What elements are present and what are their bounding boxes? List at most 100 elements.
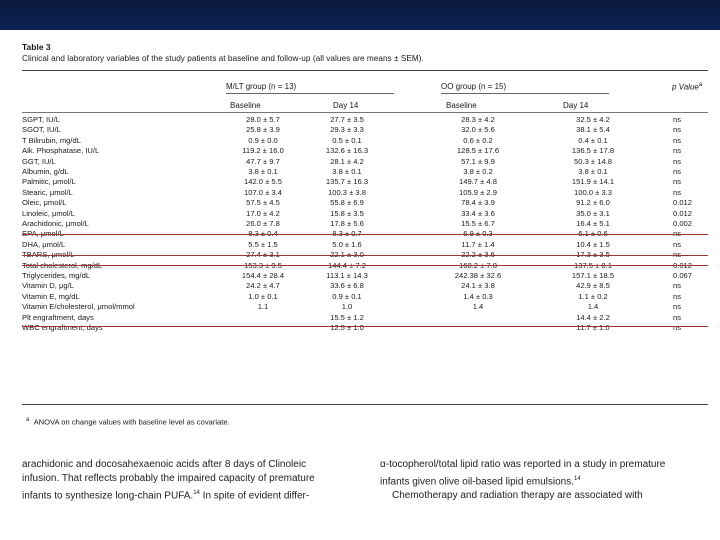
table-row: DHA, μmol/L 5.5 ± 1.5 5.0 ± 1.6 11.7 ± 1.4 1… xyxy=(0,240,720,251)
group-header-p: p Valuea xyxy=(672,82,702,92)
subheader-mlt-baseline: Baseline xyxy=(230,101,261,110)
table-row: TBARS, μmol/L 27.4 ± 3.1 22.1 ± 3.0 22.2 ± … xyxy=(0,250,720,261)
header-bottom-rule xyxy=(22,112,708,113)
mlt-day14-cell: 33.6 ± 6.8 xyxy=(330,281,364,291)
table-row: SGOT, IU/L 25.8 ± 3.9 29.3 ± 3.3 32.0 ± 5.6… xyxy=(0,125,720,136)
mlt-baseline-cell: 107.0 ± 3.4 xyxy=(244,187,282,197)
p-value-cell: ns xyxy=(673,250,682,260)
highlight-line xyxy=(22,265,708,266)
table-label: Table 3 xyxy=(22,42,51,52)
table-row: Palmitic, μmol/L 142.0 ± 5.5 135.7 ± 16.3 1… xyxy=(0,177,720,188)
mlt-baseline-cell: 26.0 ± 7.8 xyxy=(246,219,280,228)
oo-baseline-cell: 6.9 ± 0.3 xyxy=(463,229,493,239)
oo-baseline-cell: 1.4 xyxy=(472,302,484,312)
oo-day14-cell: 14.4 ± 2.2 xyxy=(576,312,610,322)
p-value-cell: ns xyxy=(673,312,682,322)
table-row: GGT, IU/L 47.7 ± 9.7 28.1 ± 4.2 57.1 ± 9.9 5… xyxy=(0,157,720,168)
p-value-cell: ns xyxy=(673,177,682,187)
oo-day14-cell: 100.0 ± 3.3 xyxy=(574,187,612,197)
mlt-day14-cell: 132.6 ± 16.3 xyxy=(325,146,369,156)
mlt-baseline-cell: 47.7 ± 9.7 xyxy=(246,156,280,166)
table-row: EPA, μmol/L 8.3 ± 0.4 8.3 ± 0.7 6.9 ± 0.3 6.… xyxy=(0,229,720,240)
mlt-day14-cell: 135.7 ± 16.3 xyxy=(325,177,369,187)
oo-baseline-cell: 1.4 ± 0.3 xyxy=(463,291,493,301)
variable-cell: Stearic, μmol/L xyxy=(22,187,73,197)
reference-mark: 14 xyxy=(574,476,581,482)
p-value-cell: ns xyxy=(673,187,682,197)
oo-baseline-cell: 15.5 ± 6.7 xyxy=(461,219,495,228)
p-value-cell: ns xyxy=(673,156,682,166)
table-row: WBC engraftment, days 12.5 ± 1.0 11.7 ± 1.… xyxy=(0,323,720,334)
text-segment: infants given olive oil-based lipid emul… xyxy=(380,476,574,488)
oo-day14-cell: 42.9 ± 8.5 xyxy=(576,281,610,291)
table-row: Albumin, g/dL 3.8 ± 0.1 3.8 ± 0.1 3.8 ± 0.2… xyxy=(0,167,720,178)
variable-cell: Albumin, g/dL xyxy=(22,167,69,176)
oo-day14-cell: 1.1 ± 0.2 xyxy=(578,291,608,301)
highlight-line xyxy=(22,234,708,235)
footnote-mark: a xyxy=(26,417,30,423)
variable-cell: Triglycerides, mg/dL xyxy=(22,271,91,280)
p-value-cell: 0.002 xyxy=(673,219,693,228)
oo-baseline-cell: 22.2 ± 3.6 xyxy=(461,250,495,260)
table-row: Vitamin D, μg/L 24.2 ± 4.7 33.6 ± 6.8 24.1 … xyxy=(0,281,720,292)
mlt-day14-cell: 29.3 ± 3.3 xyxy=(330,125,364,135)
mlt-baseline-cell: 0.9 ± 0.0 xyxy=(248,135,278,145)
highlight-line xyxy=(22,326,708,327)
oo-day14-cell: 38.1 ± 5.4 xyxy=(576,125,610,135)
table-footnote: a ANOVA on change values with baseline l… xyxy=(26,417,230,427)
oo-day14-cell: 17.3 ± 3.5 xyxy=(576,250,610,260)
group-header-mlt: M/LT group (n = 13) xyxy=(226,82,297,91)
p-value-cell: ns xyxy=(673,281,682,291)
subheader-mlt-day14: Day 14 xyxy=(333,101,359,110)
text-line: infants given olive oil-based lipid emul… xyxy=(380,472,710,489)
variable-cell: DHA, μmol/L xyxy=(22,239,66,249)
oo-day14-cell: 35.0 ± 3.1 xyxy=(576,208,610,218)
mlt-day14-cell: 28.1 ± 4.2 xyxy=(330,156,364,166)
text-line: infants to synthesize long-chain PUFA.14… xyxy=(22,486,362,503)
oo-baseline-cell: 32.0 ± 5.6 xyxy=(461,125,495,135)
oo-day14-cell: 157.1 ± 18.5 xyxy=(571,271,615,280)
variable-cell: Vitamin D, μg/L xyxy=(22,281,74,291)
body-text-right-column: α-tocopherol/total lipid ratio was repor… xyxy=(380,458,710,503)
mlt-baseline-cell: 119.2 ± 16.0 xyxy=(242,146,284,156)
variable-cell: EPA, μmol/L xyxy=(22,229,64,239)
mlt-day14-cell: 15.5 ± 1.2 xyxy=(330,312,364,322)
oo-day14-cell: 0.4 ± 0.1 xyxy=(578,135,608,145)
table-row: Vitamin E, mg/dL 1.0 ± 0.1 0.9 ± 0.1 1.4 ± … xyxy=(0,292,720,303)
mlt-day14-cell: 27.7 ± 3.5 xyxy=(330,115,364,124)
oo-day14-cell: 3.8 ± 0.1 xyxy=(578,167,608,176)
text-segment: In spite of evident differ- xyxy=(202,490,310,502)
mlt-baseline-cell: 17.0 ± 4.2 xyxy=(246,208,280,218)
oo-baseline-cell: 28.3 ± 4.2 xyxy=(461,115,495,124)
table-row: Linoleic, μmol/L 17.0 ± 4.2 15.8 ± 3.5 33.4… xyxy=(0,209,720,220)
oo-day14-cell: 1.4 xyxy=(587,302,599,312)
subheader-oo-baseline: Baseline xyxy=(446,101,477,110)
p-value-cell: ns xyxy=(673,115,682,124)
variable-cell: TBARS, μmol/L xyxy=(22,250,75,260)
table-row: Vitamin E/cholesterol, μmol/mmol 1.1 1.0 1.… xyxy=(0,302,720,313)
highlight-line xyxy=(22,255,708,256)
oo-baseline-cell: 128.5 ± 17.6 xyxy=(456,146,500,156)
variable-cell: WBC engraftment, days xyxy=(22,323,103,332)
p-value-cell: ns xyxy=(673,146,682,156)
mlt-day14-cell: 15.8 ± 3.5 xyxy=(330,208,364,218)
p-value-cell: 0.067 xyxy=(673,271,693,280)
text-line: infusion. That reflects probably the imp… xyxy=(22,473,315,484)
variable-cell: Vitamin E, mg/dL xyxy=(22,291,80,301)
mlt-day14-cell: 0.9 ± 0.1 xyxy=(332,291,362,301)
variable-cell: Oleic, μmol/L xyxy=(22,198,67,208)
mlt-day14-cell: 55.8 ± 6.9 xyxy=(330,198,364,208)
oo-baseline-cell: 242.38 ± 32.6 xyxy=(454,271,502,280)
oo-day14-cell: 6.1 ± 0.6 xyxy=(578,229,608,239)
table-row: Oleic, μmol/L 57.5 ± 4.5 55.8 ± 6.9 78.4 ± … xyxy=(0,198,720,209)
table-row: T Bilirubin, mg/dL 0.9 ± 0.0 0.5 ± 0.1 0.6 … xyxy=(0,136,720,147)
oo-baseline-cell: 0.6 ± 0.2 xyxy=(463,135,493,145)
mlt-baseline-cell: 28.0 ± 5.7 xyxy=(246,115,280,124)
oo-baseline-cell: 105.9 ± 2.9 xyxy=(459,187,497,197)
oo-day14-cell: 11.7 ± 1.0 xyxy=(576,323,610,332)
text-line: arachidonic and docosahexaenoic acids af… xyxy=(22,459,307,470)
p-value-label: p Value xyxy=(672,82,699,92)
variable-cell: GGT, IU/L xyxy=(22,156,56,166)
table-top-rule xyxy=(22,70,708,71)
mlt-baseline-cell: 5.5 ± 1.5 xyxy=(248,239,278,249)
